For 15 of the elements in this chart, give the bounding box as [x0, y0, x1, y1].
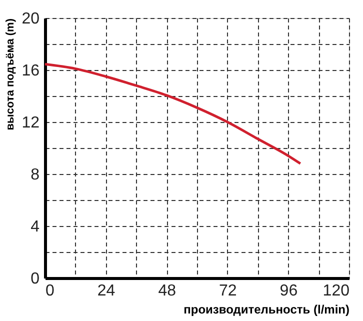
- x-axis-title: производительность (l/min): [184, 302, 350, 316]
- y-tick-label: 12: [22, 114, 40, 132]
- x-tick-label: 96: [280, 282, 298, 300]
- x-tick-label: 120: [322, 282, 350, 300]
- y-axis-title: высота подъёма (m): [4, 18, 17, 130]
- x-tick-label: 0: [46, 282, 54, 300]
- y-tick-label: 4: [30, 218, 40, 236]
- line-series: [44, 62, 302, 165]
- y-tick-label: 0: [30, 270, 40, 288]
- x-tick-label: 24: [97, 282, 116, 300]
- y-tick-label: 16: [22, 62, 40, 80]
- x-tick-label: 72: [219, 282, 237, 300]
- y-tick-label: 8: [30, 166, 40, 184]
- y-tick-label: 20: [22, 10, 40, 28]
- x-tick-label: 48: [158, 282, 176, 300]
